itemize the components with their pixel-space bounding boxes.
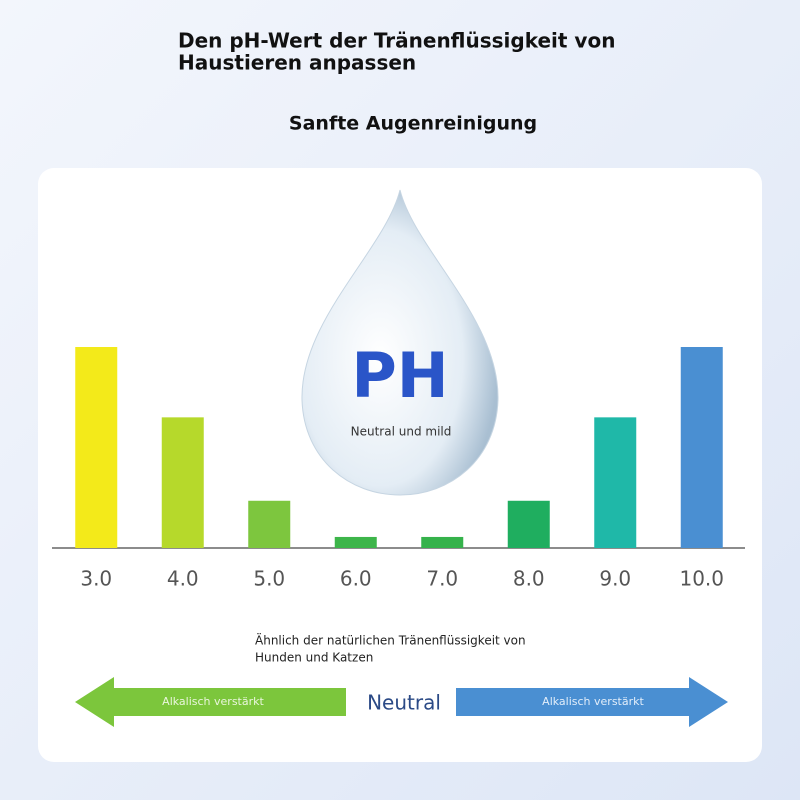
subtitle: Sanfte Augenreinigung [289,113,537,135]
arrow-label: Alkalisch verstärkt [542,695,644,708]
x-tick-label: 6.0 [340,567,372,591]
bar [75,347,118,548]
bar [507,500,550,548]
x-tick-label: 5.0 [253,567,285,591]
bar [334,536,377,548]
x-tick-label: 8.0 [513,567,545,591]
title: Den pH-Wert der Tränenflüssigkeit von [178,29,615,53]
bar [161,417,204,548]
drop-caption: Neutral und mild [351,425,452,439]
x-tick-label: 4.0 [167,567,199,591]
x-tick-label: 3.0 [80,567,112,591]
bar [594,417,637,548]
note: Hunden und Katzen [255,651,373,665]
bar [421,536,464,548]
note: Ähnlich der natürlichen Tränenflüssigkei… [255,633,526,648]
x-tick-label: 7.0 [426,567,458,591]
bar [680,347,723,548]
neutral-label: Neutral [367,691,441,715]
x-tick-label: 10.0 [679,567,724,591]
right-arrow [456,677,728,727]
bar [248,500,291,548]
water-drop [301,189,499,496]
arrow-label: Alkalisch verstärkt [162,695,264,708]
title: Haustieren anpassen [178,51,416,75]
x-tick-label: 9.0 [599,567,631,591]
drop-label: PH [351,339,448,412]
left-arrow [75,677,346,727]
